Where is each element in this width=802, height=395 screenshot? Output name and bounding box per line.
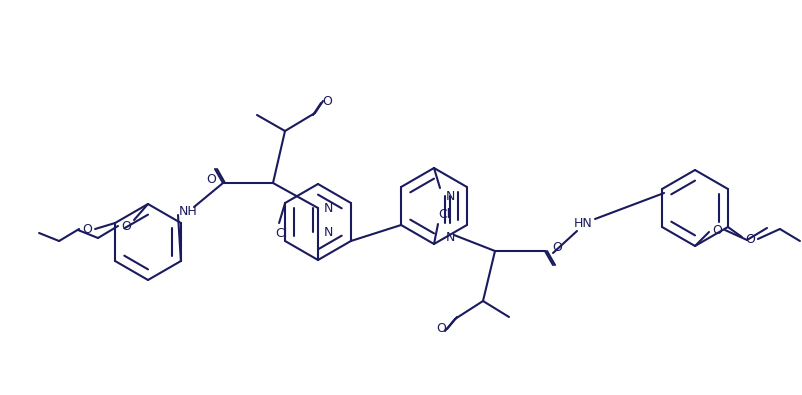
- Text: O: O: [206, 173, 216, 186]
- Text: O: O: [744, 233, 754, 246]
- Text: N: N: [445, 231, 454, 243]
- Text: Cl: Cl: [437, 207, 450, 220]
- Text: O: O: [82, 222, 92, 235]
- Text: O: O: [121, 220, 131, 233]
- Text: O: O: [711, 224, 721, 237]
- Text: Cl: Cl: [274, 226, 287, 239]
- Text: N: N: [323, 201, 332, 214]
- Text: O: O: [435, 322, 445, 335]
- Text: N: N: [323, 226, 332, 239]
- Text: HN: HN: [573, 216, 592, 229]
- Text: NH: NH: [178, 205, 197, 218]
- Text: N: N: [445, 190, 454, 203]
- Text: O: O: [322, 94, 331, 107]
- Text: O: O: [552, 241, 561, 254]
